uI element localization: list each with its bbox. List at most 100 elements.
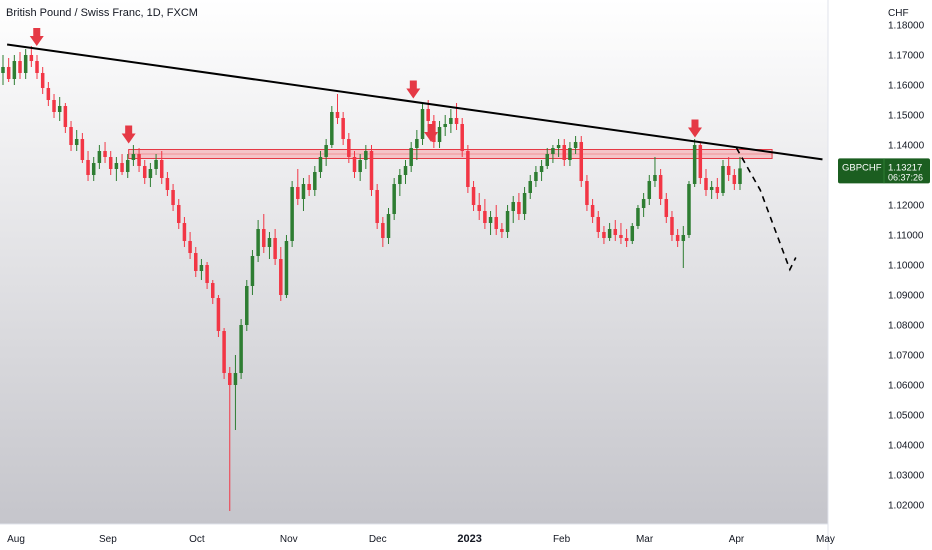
x-tick-label: Mar [636,534,654,545]
y-tick-label: 1.03000 [888,471,925,482]
y-tick-label: 1.04000 [888,441,925,452]
candle-body [613,229,618,235]
candle-body [290,187,294,241]
price-badge-countdown: 06:37:26 [888,172,923,182]
candle-body [80,139,85,160]
candle-body [562,145,567,160]
candle-body [114,163,119,169]
candle-body [454,118,459,124]
candle-body [517,202,521,214]
candle-body [477,205,481,211]
y-tick-label: 1.16000 [888,81,925,92]
candle-body [165,178,170,190]
candle-body [18,61,22,73]
candle-body [386,214,391,238]
arrows-layer [29,28,702,144]
candle-body [715,187,720,193]
candle-body [403,166,408,175]
candle-body [568,148,572,160]
candle-body [494,217,498,229]
candle-body [647,181,652,199]
candle-body [692,145,697,184]
candle-body [392,184,396,214]
candle-body [216,298,221,331]
x-tick-label: Sep [99,534,117,545]
candles-layer [1,46,742,511]
candle-body [318,157,323,172]
candle-body [284,241,289,295]
candle-body [12,61,17,79]
candle-body [267,238,272,247]
y-tick-label: 1.09000 [888,291,925,302]
candle-body [488,217,493,223]
down-arrow-marker [29,28,44,46]
time-axis: Aug Sep Oct Nov Dec 2023 Feb Mar Apr May [7,533,835,545]
candle-body [573,142,578,148]
candle-body [131,154,136,160]
candle-body [86,160,90,175]
y-tick-label: 1.11000 [888,231,924,242]
down-arrow-marker [687,119,702,138]
x-tick-label: Nov [280,534,298,545]
candle-body [681,235,686,241]
down-arrow-marker [121,125,136,144]
candle-body [460,124,464,151]
candle-body [551,148,555,154]
x-tick-label: May [816,534,835,545]
x-tick-label: 2023 [457,533,481,545]
candle-body [437,127,442,142]
candle-body [500,229,504,232]
candle-body [273,238,277,259]
candle-body [222,331,226,373]
candle-body [63,106,68,127]
candle-body [726,166,731,175]
candle-body [602,232,606,238]
candle-body [721,166,725,193]
candle-body [511,202,515,211]
candle-body [142,166,147,178]
candle-body [449,118,453,124]
price-axis-background [828,0,932,550]
candle-body [732,175,737,184]
candle-body [545,154,550,166]
candle-body [313,172,317,190]
candle-body [159,160,164,178]
candle-body [466,151,470,187]
candle-body [330,112,334,145]
currency-label: CHF [888,8,909,19]
candle-body [182,223,187,241]
candle-body [420,109,425,139]
candle-body [256,229,260,256]
chart-title: British Pound / Swiss Franc, 1D, FXCM [6,7,198,19]
candle-body [670,217,674,235]
candle-body [505,211,510,232]
candle-body [415,139,419,148]
candle-body [193,253,198,271]
price-badge-price: 1.13217 [888,162,922,173]
price-badge: GBPCHF 1.13217 06:37:26 [838,158,930,184]
candle-body [137,154,141,166]
y-tick-label: 1.10000 [888,261,925,272]
x-tick-label: Oct [189,534,205,545]
trendline [6,43,823,161]
candle-body [108,157,113,169]
candle-body [653,175,657,181]
candle-body [607,229,612,238]
candle-body [409,148,413,166]
candle-body [483,211,487,223]
candle-body [709,187,714,190]
candle-body [522,193,527,214]
projection-path [735,147,797,272]
candle-body [125,160,130,172]
candle-body [176,205,181,223]
candle-body [619,235,623,238]
candle-body [205,265,209,283]
candle-body [23,55,28,73]
candle-body [624,238,629,241]
candle-body [630,226,635,241]
candle-body [347,139,351,157]
candle-body [658,175,663,199]
candle-body [233,373,238,385]
candle-body [46,88,51,100]
